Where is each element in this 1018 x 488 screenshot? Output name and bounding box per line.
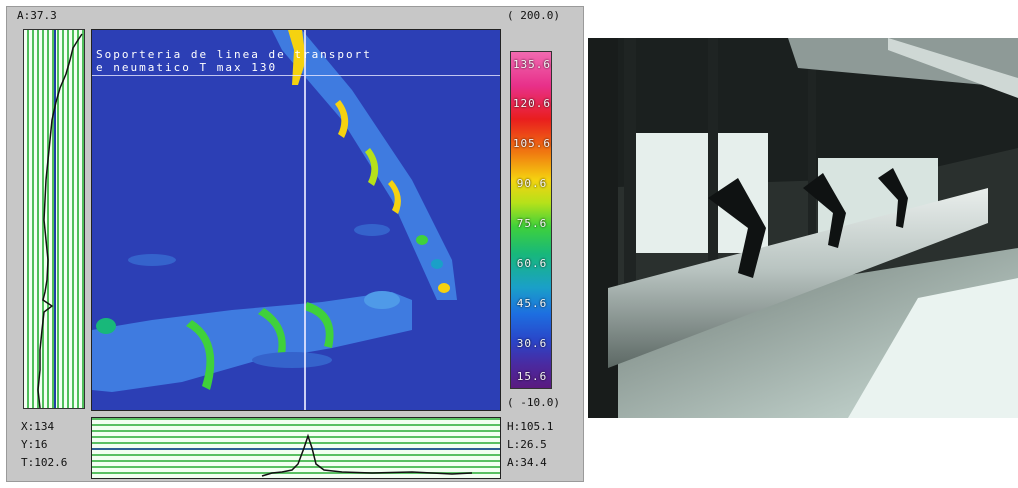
horizontal-pipe <box>92 292 412 392</box>
vertical-profile-panel <box>23 29 85 409</box>
small-blob-2 <box>252 352 332 368</box>
scale-tick-6: 60.6 <box>516 257 548 270</box>
scale-min-label: ( -10.0) <box>507 396 560 409</box>
horizontal-profile-plot <box>92 433 500 477</box>
scale-tick-9: 15.6 <box>516 370 548 383</box>
scale-max-label: ( 200.0) <box>507 9 560 22</box>
readout-h: H:105.1 <box>507 420 554 433</box>
pipeline-photo-drawing <box>588 38 1018 418</box>
scale-tick-2: 120.6 <box>512 97 552 110</box>
readout-a: A:34.4 <box>507 456 547 469</box>
small-blob-3 <box>128 254 176 266</box>
image-caption: Soporteria de linea de transport e neumat… <box>96 48 496 74</box>
support-post-2 <box>708 38 718 298</box>
pipeline-photo <box>588 38 1018 418</box>
scale-tick-1: 135.6 <box>512 58 552 71</box>
warm-ring-3 <box>304 302 334 348</box>
hot-support-1 <box>335 100 349 138</box>
caption-line-2: e neumatico T max 130 <box>96 61 278 74</box>
horizontal-cursor-line <box>92 75 500 76</box>
diagonal-pipe <box>272 30 457 300</box>
hot-spot-2 <box>431 259 443 269</box>
scale-tick-3: 105.6 <box>512 137 552 150</box>
overhead-pipe-highlight <box>888 38 1018 98</box>
readout-x: X:134 <box>21 420 55 433</box>
vertical-profile-curve <box>37 33 83 408</box>
pipe-support-2 <box>803 173 846 248</box>
a-value-label: A:37.3 <box>17 9 57 22</box>
pipe-support-3 <box>878 168 908 228</box>
horizontal-profile-curve <box>261 433 473 477</box>
scale-tick-7: 45.6 <box>516 297 548 310</box>
vertical-profile-plot <box>37 30 83 408</box>
vertical-cursor-line-map[interactable] <box>304 30 306 410</box>
sunlit-floor <box>848 278 1018 418</box>
pipe-support-1 <box>708 178 766 278</box>
hot-band-top <box>288 30 306 85</box>
caption-line-1: Soporteria de linea de transport <box>96 48 372 61</box>
hot-support-3 <box>388 180 401 214</box>
small-blob-1 <box>364 291 400 309</box>
horizontal-profile-panel <box>91 417 501 479</box>
pipe-end-glow <box>96 318 116 334</box>
readout-l: L:26.5 <box>507 438 547 451</box>
temperature-color-scale: 135.6 120.6 105.6 90.6 75.6 60.6 45.6 30… <box>510 51 552 389</box>
hot-support-2 <box>365 148 379 186</box>
hot-spot-3 <box>438 283 450 293</box>
scale-tick-4: 90.6 <box>516 177 548 190</box>
small-blob-4 <box>354 224 390 236</box>
support-post-3 <box>808 38 816 258</box>
thermal-image-drawing <box>92 30 457 392</box>
warm-ring-2 <box>258 308 286 360</box>
pipeline <box>608 188 988 368</box>
readout-t: T:102.6 <box>21 456 68 469</box>
support-post-1 <box>624 38 636 338</box>
readout-y: Y:16 <box>21 438 48 451</box>
scale-tick-5: 75.6 <box>516 217 548 230</box>
scale-tick-8: 30.6 <box>516 337 548 350</box>
thermal-camera-panel: A:37.3 ( 200.0) <box>6 6 584 482</box>
thermal-image: Soporteria de linea de transport e neumat… <box>91 29 501 411</box>
warm-ring-1 <box>186 320 215 390</box>
hot-spot-1 <box>416 235 428 245</box>
